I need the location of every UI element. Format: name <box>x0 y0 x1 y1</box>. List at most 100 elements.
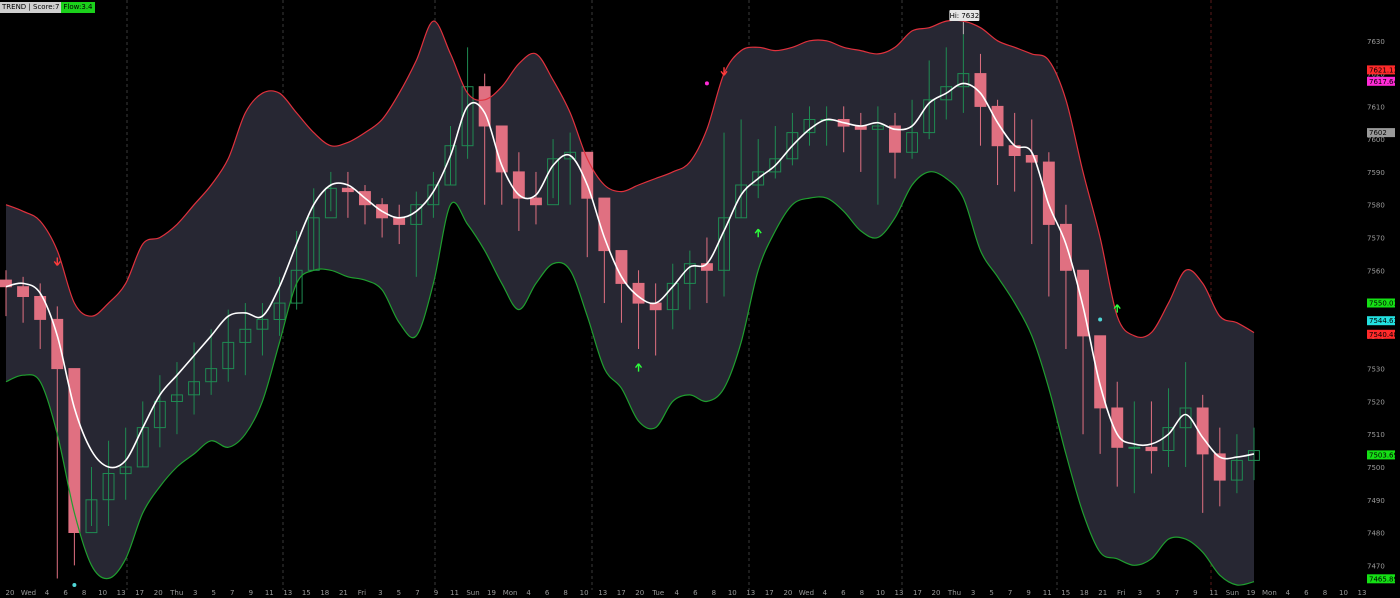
candle-up <box>256 318 269 330</box>
x-tick-label: 3 <box>193 589 197 597</box>
candle-down <box>1042 161 1055 225</box>
x-tick-label: 19 <box>487 589 496 597</box>
candle-up <box>427 184 440 206</box>
x-tick-label: 4 <box>45 589 50 597</box>
x-tick-label: 17 <box>617 589 626 597</box>
x-tick-label: 6 <box>63 589 68 597</box>
price-tags: 7621.13 7617.64 7602 7550.01 7544.63 7540.48 7… <box>1367 65 1398 584</box>
x-tick-label: 13 <box>895 589 904 597</box>
candle-up <box>957 73 970 88</box>
candle-up <box>102 473 115 501</box>
x-tick-label: 11 <box>265 589 274 597</box>
x-tick-label: 19 <box>1246 589 1255 597</box>
price-tag-label: 7621.13 <box>1369 66 1398 74</box>
x-tick-label: 4 <box>526 589 531 597</box>
price-tag-box <box>1367 329 1395 339</box>
x-tick-label: 18 <box>320 589 329 597</box>
x-tick-label: 8 <box>563 589 567 597</box>
candle-down <box>1145 446 1158 452</box>
candle-down <box>632 282 645 304</box>
x-tick-label: 20 <box>635 589 644 597</box>
y-tick-label: 7490 <box>1367 497 1385 505</box>
x-tick-label: 17 <box>913 589 922 597</box>
x-tick-label: 11 <box>450 589 459 597</box>
time-axis: 20 Wed 4 6 8 10 13 17 20 Thu 3 5 7 9 11 13 15 18 21 Fri 3 5 7 9… <box>6 589 1367 597</box>
band-fill <box>6 20 1254 586</box>
candle-up <box>906 132 918 153</box>
candle-up <box>871 125 884 130</box>
candle-down <box>889 125 901 153</box>
x-tick-label: 5 <box>397 589 401 597</box>
candle-down <box>68 368 81 533</box>
x-tick-label: 4 <box>823 589 828 597</box>
x-tick-label: 5 <box>989 589 993 597</box>
x-tick-label: Thu <box>947 589 961 597</box>
x-tick-label: 10 <box>1339 589 1348 597</box>
x-tick-label: Mon <box>503 589 518 597</box>
band-lines <box>5 19 1255 586</box>
y-tick-label: 7580 <box>1367 202 1385 210</box>
candle-up <box>461 86 474 147</box>
x-tick-label: 7 <box>1175 589 1179 597</box>
x-tick-label: Mon <box>1262 589 1277 597</box>
x-tick-label: Wed <box>799 589 814 597</box>
price-tag-box <box>1367 298 1395 308</box>
study-label: TREND | Score:7 <box>0 2 62 13</box>
y-tick-label: 7520 <box>1367 398 1385 406</box>
x-tick-label: Thu <box>169 589 183 597</box>
x-tick-label: 15 <box>302 589 311 597</box>
candle-down <box>530 197 542 206</box>
candle-up <box>188 381 201 396</box>
signal-markers: Hi: 7632 <box>53 10 1121 587</box>
candle-down <box>615 250 628 284</box>
candle-down <box>393 217 406 225</box>
sell-arrow <box>720 67 728 76</box>
x-tick-label: 5 <box>1156 589 1160 597</box>
candle-up <box>171 394 183 402</box>
candle-up <box>273 302 286 321</box>
x-tick-label: 6 <box>545 589 550 597</box>
x-tick-label: 6 <box>1304 589 1309 597</box>
price-tag-box <box>1367 316 1395 326</box>
midline <box>5 82 1255 469</box>
envelope-band <box>6 20 1254 586</box>
x-tick-label: 6 <box>693 589 698 597</box>
buy-arrow <box>634 363 643 372</box>
price-tag-label: 7544.63 <box>1369 317 1398 325</box>
buy-arrow <box>754 228 762 238</box>
candle-down <box>0 279 12 288</box>
candle-up <box>324 187 337 219</box>
x-tick-label: 3 <box>971 589 975 597</box>
candle-up <box>290 269 303 304</box>
y-tick-label: 7620 <box>1367 71 1385 79</box>
candle-down <box>1077 269 1089 337</box>
x-tick-label: 6 <box>841 589 846 597</box>
y-tick-label: 7630 <box>1367 38 1385 46</box>
flow-label: Flow:3.4 <box>61 2 95 13</box>
x-tick-label: 11 <box>1209 589 1218 597</box>
x-tick-label: 13 <box>1358 589 1367 597</box>
candle-down <box>581 151 594 199</box>
x-tick-label: 21 <box>1098 589 1107 597</box>
x-tick-label: 8 <box>82 589 86 597</box>
price-tag-box <box>1367 65 1395 75</box>
x-tick-label: 9 <box>434 589 438 597</box>
x-tick-label: Tue <box>651 589 664 597</box>
candle-up <box>1128 446 1141 449</box>
x-tick-label: 13 <box>117 589 126 597</box>
x-tick-label: Wed <box>21 589 36 597</box>
candle-up <box>1230 459 1243 481</box>
x-tick-label: 4 <box>1286 589 1291 597</box>
x-tick-label: 7 <box>415 589 419 597</box>
x-tick-label: Sun <box>1226 589 1239 597</box>
candle-down <box>1213 453 1226 481</box>
x-tick-label: 7 <box>1008 589 1012 597</box>
signal-dot <box>72 583 77 587</box>
candle-up <box>547 158 559 206</box>
candle-down <box>1094 335 1107 409</box>
x-tick-label: Fri <box>358 589 366 597</box>
y-tick-label: 7470 <box>1367 562 1385 570</box>
candle-up <box>769 158 782 173</box>
y-tick-label: 7480 <box>1367 530 1385 538</box>
